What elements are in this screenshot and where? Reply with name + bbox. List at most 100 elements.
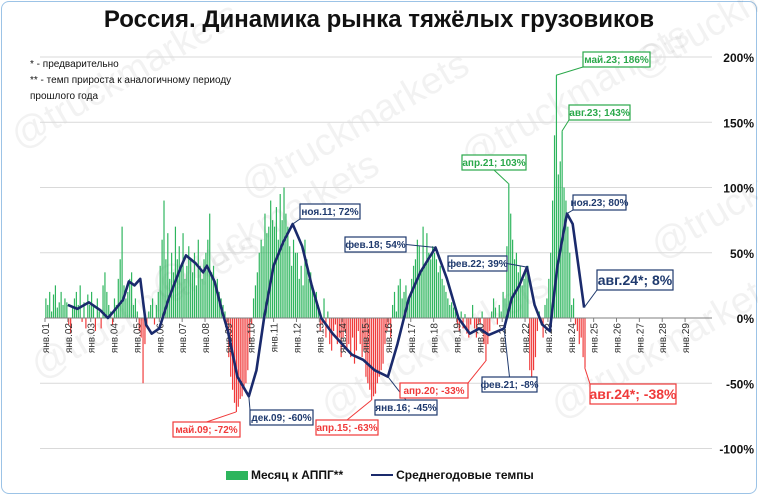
bar [45,298,47,318]
bar [52,294,55,318]
bar [304,239,306,318]
legend-label-bars: Месяц к АППГ** [251,468,344,482]
bar [275,207,277,318]
y-tick-label: -100% [719,443,754,457]
bar [353,318,356,364]
bar [252,298,255,318]
annotation-leader [555,66,584,76]
bar [201,278,203,318]
bar [372,318,375,397]
x-tick-label: янв.08 [201,323,212,354]
bar [58,302,60,318]
bar [384,318,386,345]
bar [167,233,169,318]
annotation-label: апр.21; 103% [462,158,525,169]
annotation-box [172,421,241,438]
bar [237,318,239,407]
bar [443,285,445,318]
bar [544,304,546,318]
bar [468,318,470,338]
bar [178,246,180,318]
bar [392,304,394,318]
bar [424,265,426,318]
bar [441,278,443,318]
average-line [67,212,586,398]
y-tick-label: 50% [730,247,754,261]
bar [108,304,110,318]
bar [357,318,359,332]
x-tick-label: янв.15 [361,323,372,354]
bar [117,278,119,318]
bar [452,307,455,318]
bar [332,318,335,332]
x-tick-label: янв.13 [315,323,326,354]
bar [245,318,247,384]
bar [306,259,308,318]
bar [279,194,281,318]
annotation-label: май.23; 186% [584,55,649,66]
annotation-box [344,236,407,253]
bar [491,311,493,318]
bar [182,233,184,318]
bar [89,304,91,318]
annotation-box [447,255,508,272]
bar [582,318,584,358]
bar [119,259,121,318]
y-tick-label: 0% [737,312,755,326]
y-tick-label: -50% [726,377,754,391]
bar [498,304,500,318]
bar [186,265,188,318]
annotation-label: авг.24*; -38% [590,386,678,402]
bar [203,259,205,318]
bar [207,239,209,318]
bar [176,259,178,318]
bar [121,226,123,318]
annotation-leader [493,169,509,184]
x-tick-label: янв.23 [544,323,555,354]
bar [266,233,268,318]
bar [420,272,422,318]
bar [308,278,310,318]
bar [60,291,62,318]
bar [414,259,417,318]
bar [409,298,411,318]
x-tick-label: янв.02 [64,323,75,354]
bar [81,318,83,322]
bar [502,291,504,318]
annotation-leader [206,411,237,423]
bar [363,318,365,351]
annotation-leader [584,367,591,385]
bar [433,252,436,318]
bar [180,265,182,318]
x-tick-label: янв.10 [247,323,258,354]
x-tick-label: янв.25 [590,323,601,354]
annotation-box [589,383,677,405]
bar [403,291,405,318]
annotation-label: ноя.23; 80% [571,198,629,209]
bar [552,200,554,318]
bar [348,318,350,345]
bar [68,318,70,325]
bar [268,226,270,318]
bar [134,298,137,318]
bar [190,259,192,318]
bar [512,239,514,318]
annotation-label: авг.23; 143% [569,108,630,119]
bar [150,304,152,318]
bar [92,304,95,318]
bar [56,307,58,318]
bar [435,259,438,318]
x-tick-label: янв.29 [681,323,692,354]
bar [188,246,190,318]
x-tick-label: янв.21 [498,323,509,354]
bar [422,226,424,318]
bar [294,252,297,318]
chart-title: Россия. Динамика рынка тяжёлых грузовико… [103,6,655,33]
bar [371,318,373,401]
bar [388,318,390,325]
bar [291,265,293,318]
bar [131,272,133,318]
bar [390,318,392,338]
bar [342,318,344,338]
